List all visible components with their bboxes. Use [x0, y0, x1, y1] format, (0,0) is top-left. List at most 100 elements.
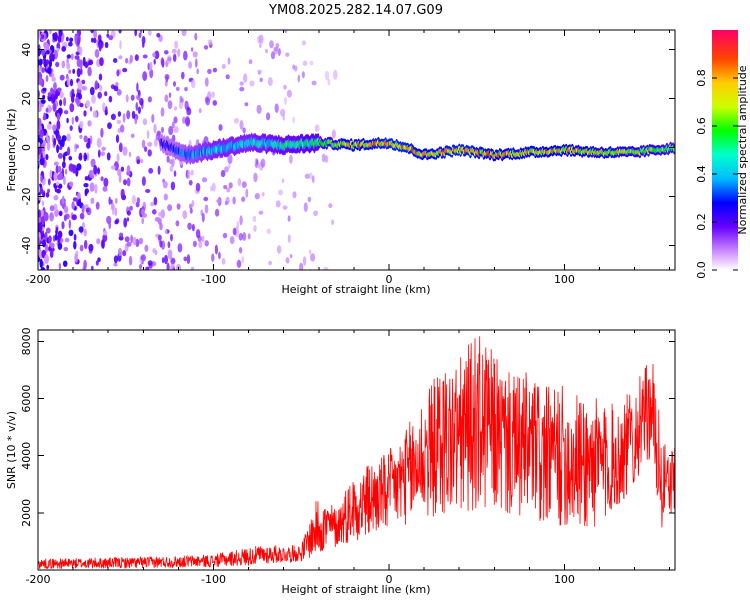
spectrogram-noise-cell: [221, 63, 226, 70]
spectrogram-noise-cell: [216, 198, 222, 204]
spectrogram-noise-cell: [125, 94, 129, 103]
spectrogram-noise-cell: [76, 67, 81, 78]
spectrogram-noise-cell: [73, 240, 77, 250]
spectrogram-noise-cell: [48, 246, 52, 252]
spectrogram-noise-cell: [190, 47, 194, 52]
spectrogram-noise-cell: [43, 212, 49, 222]
spectrogram-noise-cell: [152, 209, 157, 215]
spectrogram-noise-cell: [233, 117, 239, 124]
spectrogram-noise-cell: [126, 210, 131, 216]
spectrogram-noise-cell: [44, 231, 48, 242]
spectrogram-noise-cell: [120, 188, 125, 199]
spectrogram-noise-cell: [126, 241, 132, 247]
spectrogram-noise-cell: [69, 103, 75, 113]
spectrogram-noise-cell: [181, 71, 185, 80]
spectrogram-noise-cell: [38, 222, 43, 232]
spectrogram-noise-cell: [170, 233, 173, 242]
spectrogram-noise-cell: [89, 86, 95, 96]
spectrogram-noise-cell: [285, 52, 290, 57]
spectrogram-noise-cell: [177, 48, 181, 57]
spectrogram-noise-cell: [64, 237, 70, 243]
spectrogram-x-tick-label: 0: [385, 273, 392, 286]
spectrogram-noise-cell: [140, 208, 145, 216]
spectrogram-noise-cell: [49, 212, 54, 222]
spectrogram-noise-cell: [97, 167, 100, 175]
spectrogram-noise-cell: [154, 216, 160, 222]
spectrogram-noise-cell: [241, 196, 246, 202]
spectrogram-noise-cell: [116, 153, 120, 163]
spectrogram-noise-cell: [149, 68, 154, 79]
spectrogram-noise-cell: [190, 169, 194, 176]
spectrogram-noise-cell: [83, 259, 87, 270]
spectrogram-noise-cell: [156, 130, 162, 137]
spectrogram-noise-cell: [243, 73, 248, 83]
spectrogram-noise-cell: [241, 256, 245, 264]
spectrogram-noise-cell: [123, 217, 128, 228]
spectrogram-noise-cell: [282, 114, 285, 121]
spectrogram-noise-cell: [203, 45, 209, 50]
spectrogram-noise-cell: [47, 92, 52, 98]
spectrogram-noise-cell: [178, 99, 183, 110]
spectrogram-noise-cell: [153, 196, 158, 206]
spectrogram-noise-cell: [57, 165, 62, 173]
spectrogram-noise-cell: [81, 79, 86, 85]
spectrogram-noise-cell: [115, 134, 120, 143]
spectrogram-noise-cell: [244, 102, 249, 107]
spectrogram-noise-cell: [297, 74, 300, 83]
spectrogram-noise-cell: [79, 212, 85, 220]
spectrogram-noise-cell: [183, 256, 187, 262]
spectrogram-noise-cell: [172, 53, 177, 62]
spectrogram-noise-cell: [56, 144, 60, 154]
spectrogram-noise-cell: [62, 161, 66, 169]
spectrogram-noise-cell: [289, 154, 293, 164]
spectrogram-noise-cell: [323, 266, 329, 270]
spectrogram-noise-cell: [146, 129, 150, 140]
spectrogram-noise-cell: [55, 181, 60, 186]
spectrogram-noise-cell: [164, 254, 168, 265]
chart-title: YM08.2025.282.14.07.G09: [268, 3, 443, 18]
spectrogram-noise-cell: [59, 74, 65, 81]
spectrogram-noise-cell: [89, 182, 95, 193]
spectrogram-noise-cell: [163, 193, 168, 201]
spectrogram-noise-cell: [72, 197, 78, 202]
spectrogram-noise-cell: [284, 30, 288, 33]
spectrogram-noise-cell: [152, 52, 157, 58]
snr-ticks: -200 -100 0 100 2000 4000 6000 8000: [20, 327, 675, 586]
spectrogram-noise-cell: [94, 183, 98, 194]
spectrogram-noise-cell: [181, 30, 187, 37]
spectrogram-noise-cell: [55, 61, 60, 68]
spectrogram-noise-cell: [110, 113, 116, 121]
spectrogram-noise-cell: [71, 88, 75, 94]
snr-y-tick-label: 8000: [20, 327, 33, 355]
spectrogram-noise-cell: [242, 127, 246, 134]
spectrogram-noise-cell: [42, 87, 47, 92]
spectrogram-noise-cell: [239, 86, 245, 92]
spectrogram-noise-cell: [71, 201, 75, 210]
spectrogram-noise-cell: [167, 57, 172, 62]
spectrogram-noise-cell: [182, 210, 188, 220]
spectrogram-noise-cell: [191, 223, 195, 232]
spectrogram-noise-cell: [66, 117, 69, 124]
colorbar-tick-label: 0.0: [695, 261, 708, 279]
spectrogram-noise-cell: [114, 207, 118, 217]
spectrogram-noise-cell: [135, 102, 139, 111]
spectrogram-noise-cell: [90, 158, 96, 168]
spectrogram-noise-cell: [125, 57, 129, 64]
spectrogram-noise-cell: [49, 205, 55, 212]
spectrogram-noise-cell: [69, 181, 74, 187]
spectrogram-noise-cell: [78, 152, 83, 161]
spectrogram-noise-cell: [104, 109, 108, 116]
spectrogram-noise-cell: [118, 142, 123, 153]
spectrogram-noise-cell: [304, 173, 310, 179]
spectrogram-noise-cell: [228, 163, 231, 169]
spectrogram-noise-cell: [274, 103, 279, 113]
spectrogram-noise-cell: [167, 249, 173, 260]
spectrogram-noise-cell: [136, 82, 139, 92]
spectrogram-noise-cell: [126, 165, 131, 176]
spectrogram-noise-cell: [138, 264, 143, 270]
spectrogram-noise-cell: [41, 200, 45, 207]
spectrogram-noise-cell: [147, 149, 152, 157]
spectrogram-noise-cell: [267, 77, 273, 86]
spectrogram-noise-cell: [97, 149, 101, 158]
spectrogram-noise-cell: [79, 59, 83, 70]
